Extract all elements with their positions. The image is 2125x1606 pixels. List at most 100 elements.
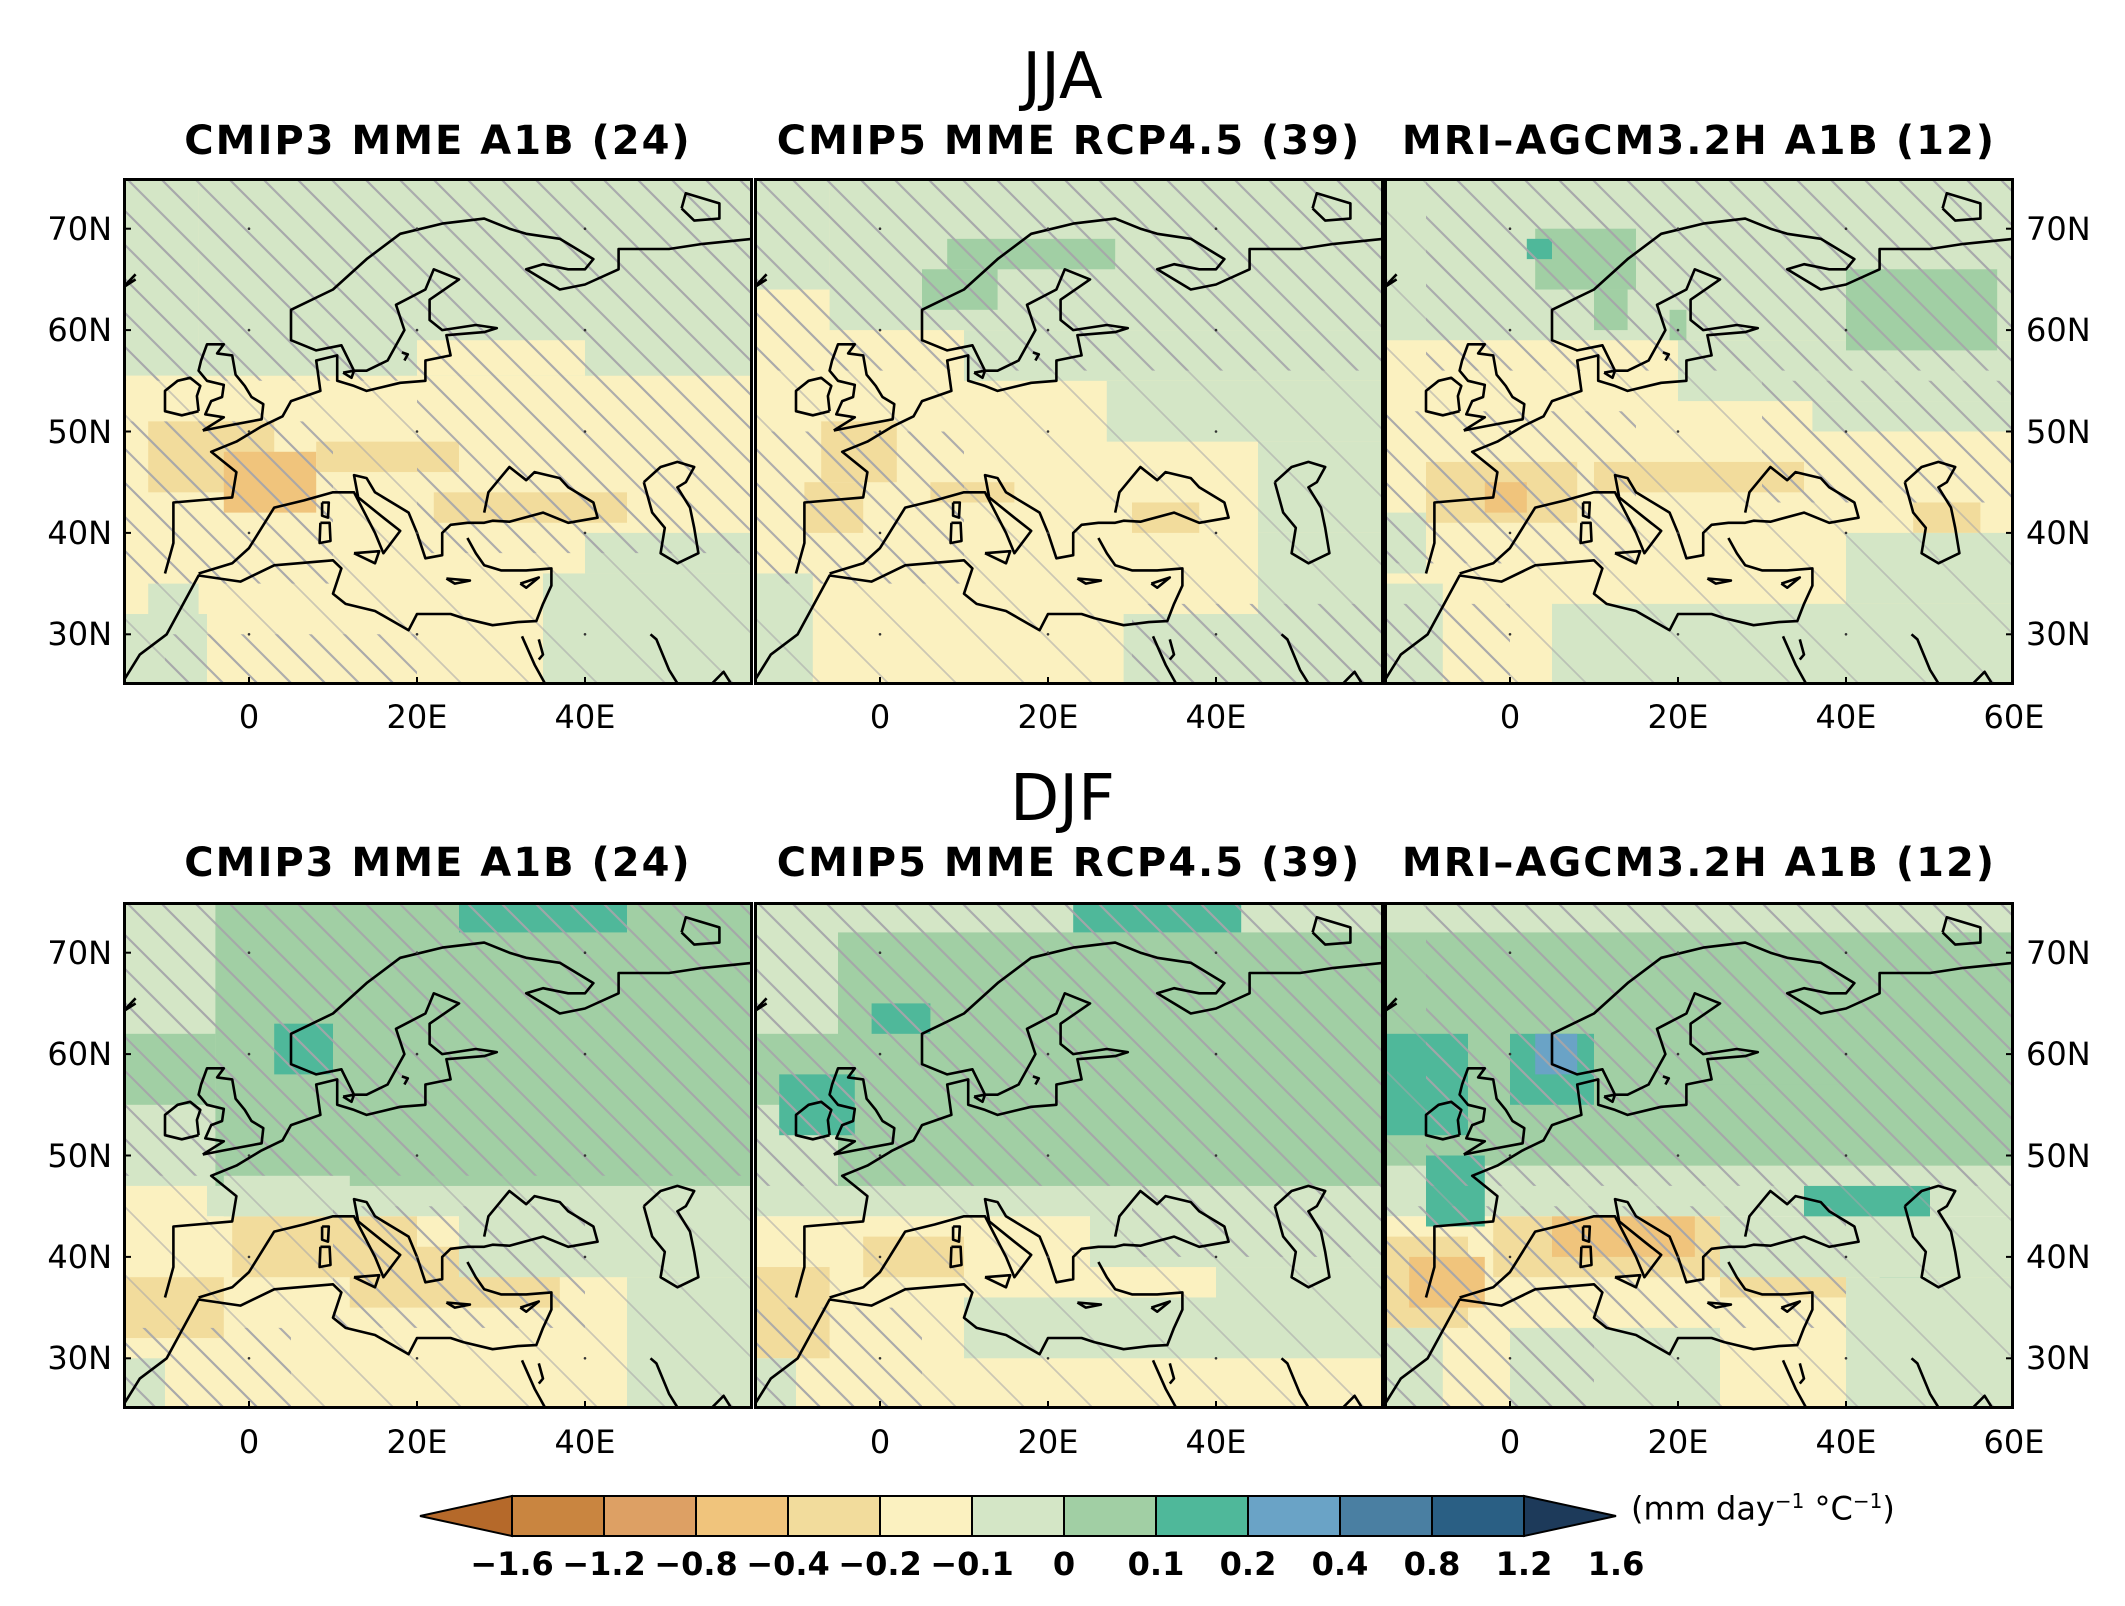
field-cell [316,441,459,473]
longitude-label: 0 [1499,698,1521,736]
latitude-label: 60N [2026,311,2091,350]
field-cell [123,178,199,376]
hatch-overlay-light [123,902,753,1409]
grid-dots [878,951,1218,1360]
panel-title: CMIP5 MME RCP4.5 (39) [776,840,1362,886]
latitude-label: 70N [2026,209,2091,248]
field-cell [1535,1033,1578,1075]
map-panel [123,178,753,685]
field-cell [1846,269,1998,351]
field-cell [123,614,207,685]
field-cell [1526,238,1552,260]
panel-title: MRI–AGCM3.2H A1B (12) [1401,118,1997,164]
field-cell [543,573,753,685]
latitude-label: 30N [2026,1339,2091,1378]
field-cell [459,902,627,933]
field-cell [1258,532,1384,615]
colorbar-unit: (mm day−1 °C−1) [1631,1489,1895,1528]
latitude-label: 50N [47,412,112,451]
field-cell [1090,1206,1384,1268]
coastlines [123,191,753,685]
colorbar [419,1494,1617,1538]
colorbar-tick-label: −1.6 [470,1545,554,1583]
map-panel [754,902,1384,1409]
latitude-label: 70N [2026,933,2091,972]
colorbar-tick-label: 0.2 [1219,1545,1277,1583]
field-cell [1669,309,1687,341]
colorbar-tick-label: 1.6 [1587,1545,1645,1583]
season-title: DJF [1010,762,1115,836]
longitude-label: 20E [1647,1423,1709,1461]
field-cell [947,238,1116,270]
field-cell [838,932,1384,1186]
longitude-label: 0 [869,1423,891,1461]
longitude-label: 20E [386,698,448,736]
latitude-label: 40N [47,1237,112,1276]
latitude-label: 30N [47,615,112,654]
latitude-label: 60N [47,1035,112,1074]
field-cell [754,1267,830,1359]
latitude-label: 60N [2026,1035,2091,1074]
field-cell [123,1358,165,1409]
colorbar-tick-label: 0.8 [1403,1545,1461,1583]
latitude-label: 40N [2026,1237,2091,1276]
field-cell [1913,502,1981,533]
longitude-label: 60E [1983,698,2045,736]
latitude-label: 40N [47,513,112,552]
colorbar-segment [971,1495,1065,1537]
field-cell [1694,1023,1846,1085]
longitude-label: 40E [1185,1423,1247,1461]
panel-title: CMIP3 MME A1B (24) [184,840,692,886]
longitude-label: 20E [1017,1423,1079,1461]
colorbar-tick-label: 1.2 [1495,1545,1553,1583]
grid-dots [247,951,587,1360]
hatch-overlay-light [123,178,753,685]
colorbar-segment [603,1495,697,1537]
field-cell [754,1358,796,1409]
colorbar-tick-label: 0 [1052,1545,1076,1583]
longitude-label: 20E [1647,698,1709,736]
grid-dots [1508,227,1848,636]
colorbar-segment [1155,1495,1249,1537]
latitude-label: 30N [2026,615,2091,654]
coastlines [754,191,1384,685]
hatch-overlay-light [754,178,1384,685]
coastlines [754,915,1384,1409]
season-title: JJA [1022,40,1103,114]
colorbar-segment [1247,1495,1341,1537]
field-cell [863,1236,964,1278]
longitude-label: 20E [386,1423,448,1461]
latitude-label: 50N [2026,412,2091,451]
coastlines [123,915,753,1409]
panel-title: CMIP3 MME A1B (24) [184,118,692,164]
colorbar-segment [1339,1495,1433,1537]
field-cell [1106,380,1384,442]
colour-field [754,902,1384,1409]
panel-title: MRI–AGCM3.2H A1B (12) [1401,840,1997,886]
latitude-label: 30N [47,1339,112,1378]
field-cell [585,532,753,574]
colorbar-tick-label: −1.2 [562,1545,646,1583]
colorbar-tick-label: −0.8 [654,1545,738,1583]
colour-field [123,178,753,685]
longitude-label: 40E [554,1423,616,1461]
colorbar-segment [511,1495,605,1537]
latitude-label: 70N [47,209,112,248]
grid-dots [1508,951,1848,1360]
colour-field [123,902,753,1409]
field-cell [1846,532,2014,604]
longitude-label: 40E [1185,698,1247,736]
longitude-label: 40E [554,698,616,736]
latitude-label: 60N [47,311,112,350]
latitude-label: 40N [2026,513,2091,552]
field-cell [1594,289,1628,331]
colorbar-segment [879,1495,973,1537]
colorbar-segment [1431,1495,1525,1537]
field-cell [459,1206,753,1278]
field-cell [1552,603,2014,685]
colorbar-segment [695,1495,789,1537]
colorbar-segment [1063,1495,1157,1537]
colorbar-unit-part: −1 [1774,1489,1805,1513]
coastlines [1384,191,2014,685]
